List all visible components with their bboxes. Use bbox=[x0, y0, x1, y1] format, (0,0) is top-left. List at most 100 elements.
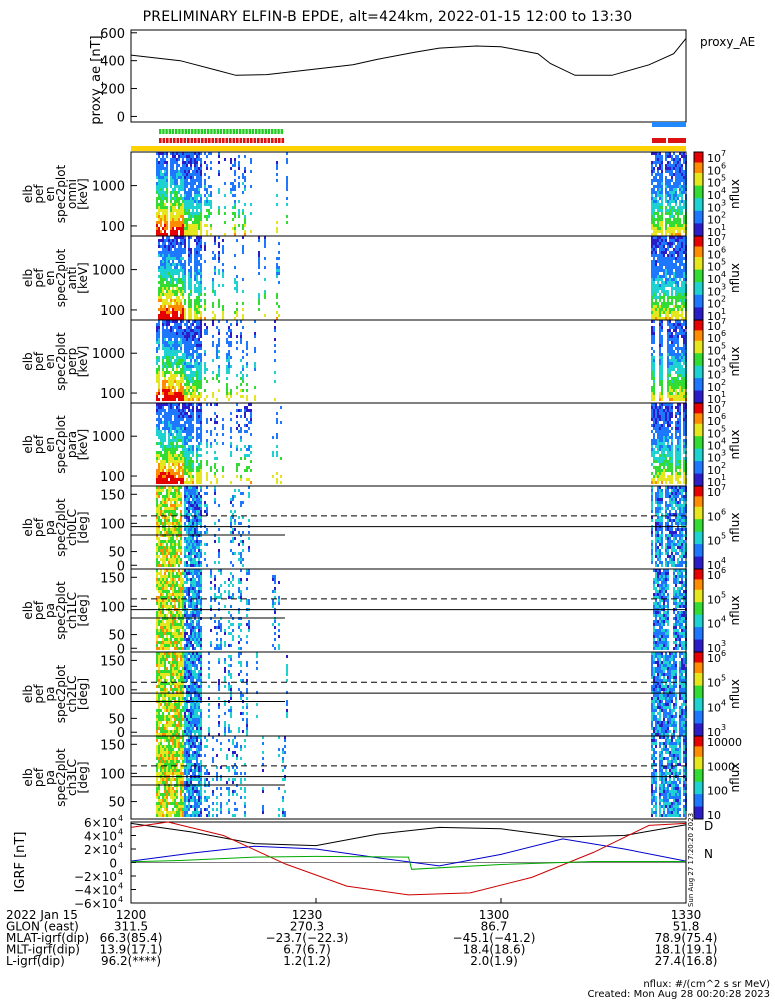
spec-cell bbox=[168, 311, 170, 314]
spec-cell bbox=[198, 185, 200, 188]
spec-cell bbox=[194, 311, 196, 314]
spec-cell bbox=[180, 152, 182, 155]
spec-cell bbox=[667, 269, 669, 272]
spec-cell bbox=[264, 314, 266, 317]
spec-cell bbox=[657, 448, 659, 451]
spec-cell bbox=[677, 299, 679, 302]
spec-cell bbox=[174, 221, 176, 224]
spec-cell bbox=[655, 406, 657, 409]
spec-cell bbox=[196, 329, 198, 332]
spec-cell bbox=[669, 418, 671, 421]
status-bar-green-seg bbox=[159, 129, 162, 134]
colorbar-tick-exp: 6 bbox=[721, 161, 726, 170]
spec-cell bbox=[178, 209, 180, 212]
spec-cell bbox=[661, 478, 663, 481]
spec-cell bbox=[192, 486, 194, 489]
spec-cell bbox=[200, 275, 202, 278]
spec-cell bbox=[196, 209, 198, 212]
spec-cell bbox=[178, 191, 180, 194]
spec-cell bbox=[174, 531, 176, 534]
spec-cell bbox=[164, 389, 166, 392]
status-bar-red-seg bbox=[197, 138, 201, 143]
spec-cell bbox=[160, 281, 162, 284]
spec-cell bbox=[659, 377, 661, 380]
spec-cell bbox=[671, 323, 673, 326]
spec-cell bbox=[264, 278, 266, 281]
spec-cell bbox=[184, 266, 186, 269]
spec-cell bbox=[677, 395, 679, 398]
spec-cell bbox=[164, 356, 166, 359]
spec-cell bbox=[186, 442, 188, 445]
spec-cell bbox=[651, 320, 653, 323]
colorbar-tick-exp: 4 bbox=[721, 186, 726, 195]
spec-cell bbox=[234, 206, 236, 209]
spec-cell bbox=[659, 224, 661, 227]
spec-cell bbox=[238, 212, 240, 215]
spec-cell bbox=[186, 200, 188, 203]
spec-cell bbox=[683, 263, 685, 266]
status-bar-red-seg bbox=[250, 138, 253, 143]
spec-cell bbox=[184, 481, 186, 484]
spec-cell bbox=[188, 245, 190, 248]
spec-cell bbox=[186, 380, 188, 383]
spec-cell bbox=[663, 469, 665, 472]
spec-cell bbox=[174, 305, 176, 308]
spec-cell bbox=[657, 170, 659, 173]
colorbar-seg bbox=[694, 446, 703, 450]
spec-cell bbox=[661, 383, 663, 386]
spec-cell bbox=[675, 233, 677, 236]
spec-cell bbox=[184, 155, 186, 158]
spec-cell bbox=[665, 242, 667, 245]
spec-cell bbox=[160, 412, 162, 415]
spec-cell bbox=[174, 257, 176, 260]
colorbar-seg bbox=[694, 212, 703, 216]
spec-cell bbox=[184, 173, 186, 176]
spec-cell bbox=[200, 498, 202, 501]
spec-cell bbox=[677, 421, 679, 424]
spec-cell bbox=[176, 320, 178, 323]
spec-cell bbox=[679, 466, 681, 469]
spec-cell bbox=[681, 263, 683, 266]
spec-cell bbox=[182, 218, 184, 221]
spec-cell bbox=[675, 314, 677, 317]
spec-cell bbox=[230, 188, 232, 191]
spec-cell bbox=[162, 335, 164, 338]
spec-cell bbox=[160, 552, 162, 555]
spec-cell bbox=[174, 510, 176, 513]
status-bar-green-seg bbox=[194, 129, 197, 134]
spec-cell bbox=[671, 284, 673, 287]
spec-cell bbox=[679, 161, 681, 164]
spec-cell bbox=[158, 164, 160, 167]
spec-cell bbox=[166, 227, 168, 230]
spec-cell bbox=[669, 173, 671, 176]
spec-cell bbox=[250, 409, 252, 412]
spec-cell bbox=[236, 392, 238, 395]
spec-cell bbox=[230, 395, 232, 398]
spec-cell bbox=[176, 558, 178, 561]
spec-cell bbox=[653, 374, 655, 377]
spec-cell bbox=[164, 451, 166, 454]
spec-cell bbox=[190, 549, 192, 552]
spec-cell bbox=[675, 251, 677, 254]
spec-cell bbox=[190, 362, 192, 365]
spec-cell bbox=[192, 152, 194, 155]
spec-cell bbox=[174, 463, 176, 466]
spec-cell bbox=[188, 332, 190, 335]
spec-cell bbox=[186, 439, 188, 442]
spec-cell bbox=[172, 421, 174, 424]
spec-cell bbox=[190, 311, 192, 314]
colorbar-seg bbox=[694, 296, 703, 300]
spec-cell bbox=[673, 383, 675, 386]
spec-cell bbox=[194, 194, 196, 197]
spec-cell bbox=[681, 185, 683, 188]
spec-cell bbox=[194, 260, 196, 263]
status-bar-red-seg bbox=[218, 138, 222, 143]
spec-cell bbox=[657, 161, 659, 164]
spec-cell bbox=[190, 344, 192, 347]
spec-cell bbox=[669, 475, 671, 478]
spec-cell bbox=[204, 350, 206, 353]
spec-cell bbox=[164, 209, 166, 212]
spec-cell bbox=[180, 329, 182, 332]
spec-cell bbox=[661, 215, 663, 218]
spec-cell bbox=[679, 239, 681, 242]
